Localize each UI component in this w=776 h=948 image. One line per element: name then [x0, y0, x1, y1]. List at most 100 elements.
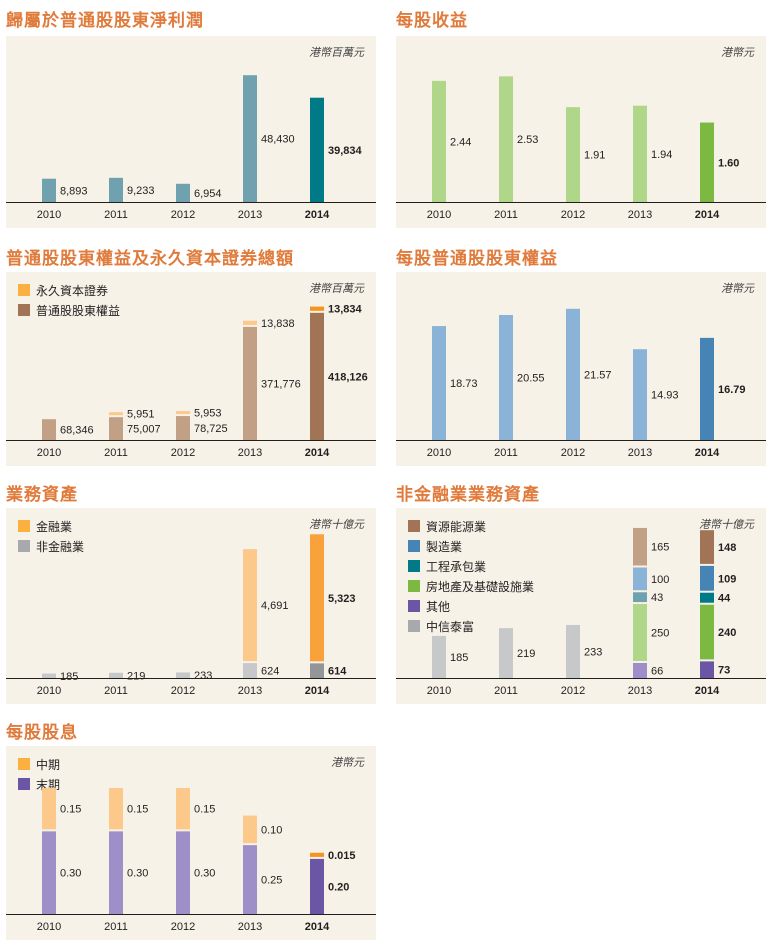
bar-segment [633, 662, 647, 678]
data-label: 219 [127, 670, 145, 682]
legend-swatch [18, 778, 30, 790]
data-label: 250 [651, 628, 669, 640]
bar-segment [109, 417, 123, 440]
bar-segment [310, 852, 324, 857]
chart-area: 港幣元 2.44 2010 2.53 2011 1.91 2012 1.94 2013 1.60… [396, 36, 766, 228]
data-label: 0.015 [328, 850, 356, 862]
bar-segment [176, 672, 190, 678]
bar-segment [566, 308, 580, 440]
data-label: 73 [718, 665, 730, 677]
bar-segment [243, 320, 257, 325]
data-label: 48,430 [261, 134, 295, 146]
x-tick-label: 2011 [104, 447, 128, 459]
chart-area: 港幣元 18.73 2010 20.55 2011 21.57 2012 14.93 2013… [396, 272, 766, 466]
x-tick-label: 2010 [37, 685, 61, 697]
bar-segment [310, 534, 324, 662]
legend-label: 非金融業 [36, 539, 85, 554]
data-label: 66 [651, 665, 663, 677]
equity-chart: 68,346 2010 75,007 5,951 2011 78,725 5,953 2012… [6, 304, 376, 459]
data-label: 6,954 [194, 188, 222, 200]
legend-item: 非金融業 [18, 536, 84, 556]
bar-segment [243, 549, 257, 662]
data-label: 14.93 [651, 390, 679, 402]
legend: 金融業 非金融業 [18, 516, 84, 556]
bar-segment [42, 831, 56, 914]
chart-area: 港幣百萬元 8,893 2010 9,233 2011 6,954 2012 48,430 2… [6, 36, 376, 228]
bar-segment [700, 661, 714, 678]
chart-area: 港幣十億元 資源能源業 製造業 工程承包業 房地產及基礎設施業 其他 中信泰富 … [396, 508, 766, 704]
data-label: 185 [60, 671, 78, 683]
x-tick-label: 2011 [104, 921, 128, 933]
legend-swatch [18, 758, 30, 770]
bar-segment [176, 831, 190, 914]
bar-segment [432, 635, 446, 678]
legend-label: 其他 [426, 599, 451, 614]
x-tick-label: 2011 [104, 685, 128, 697]
x-tick-label: 2014 [695, 209, 720, 221]
data-label: 0.30 [194, 868, 215, 880]
data-label: 624 [261, 666, 279, 678]
net-profit-panel: 歸屬於普通股股東淨利潤 港幣百萬元 8,893 2010 9,233 2011 6,95… [6, 6, 376, 228]
bar-segment [633, 592, 647, 603]
x-tick-label: 2012 [561, 685, 585, 697]
unit-label: 港幣百萬元 [309, 46, 364, 59]
chart-area: 港幣百萬元 永久資本證券 普通股股東權益 68,346 2010 75,007 5,9… [6, 272, 376, 466]
unit-label: 港幣元 [721, 46, 754, 59]
legend-item: 普通股股東權益 [18, 300, 120, 320]
bar-segment [700, 565, 714, 591]
x-tick-label: 2014 [305, 209, 330, 221]
business-assets-chart: 185 2010 219 2011 233 2012 624 4,691 2013 614 5,32… [6, 534, 376, 697]
bar-segment [700, 122, 714, 202]
data-label: 219 [517, 648, 535, 660]
bar-segment [42, 178, 56, 202]
data-label: 0.20 [328, 881, 349, 893]
chart-area: 港幣元 中期 末期 0.30 0.15 2010 0.30 0.15 2011 0.30 0.… [6, 746, 376, 940]
data-label: 0.30 [127, 868, 148, 880]
x-tick-label: 2010 [427, 685, 451, 697]
data-label: 233 [584, 646, 602, 658]
bar-segment [310, 858, 324, 914]
eps-chart: 2.44 2010 2.53 2011 1.91 2012 1.94 2013 1.60 2014 [396, 76, 766, 221]
legend-swatch [408, 580, 420, 592]
data-label: 109 [718, 573, 736, 585]
legend-label: 永久資本證券 [36, 283, 109, 298]
data-label: 371,776 [261, 378, 301, 390]
bar-segment [700, 604, 714, 660]
bar-segment [566, 107, 580, 202]
data-label: 0.15 [127, 804, 148, 816]
data-label: 13,834 [328, 304, 363, 316]
bar-segment [109, 177, 123, 202]
legend-label: 中信泰富 [426, 619, 475, 634]
eps-panel: 每股收益 港幣元 2.44 2010 2.53 2011 1.91 2012 1.94 201… [396, 6, 766, 228]
legend-label: 普通股股東權益 [36, 303, 121, 318]
x-tick-label: 2012 [561, 209, 585, 221]
bar-segment [499, 314, 513, 440]
data-label: 20.55 [517, 372, 545, 384]
legend-item: 金融業 [18, 516, 84, 536]
bar-segment [432, 326, 446, 440]
data-label: 43 [651, 592, 663, 604]
x-tick-label: 2011 [494, 447, 518, 459]
data-label: 1.60 [718, 157, 739, 169]
legend-swatch [408, 560, 420, 572]
data-label: 44 [718, 593, 731, 605]
bar-segment [243, 815, 257, 844]
x-tick-label: 2010 [37, 447, 61, 459]
x-tick-label: 2014 [695, 685, 720, 697]
x-tick-label: 2012 [171, 685, 195, 697]
x-tick-label: 2012 [171, 921, 195, 933]
net-profit-chart: 8,893 2010 9,233 2011 6,954 2012 48,430 2013 39,… [6, 75, 376, 221]
x-tick-label: 2012 [171, 447, 195, 459]
bar-segment [109, 672, 123, 678]
bar-segment [633, 527, 647, 566]
bar-segment [499, 628, 513, 678]
bar-segment [700, 592, 714, 603]
legend-swatch [408, 520, 420, 532]
data-label: 240 [718, 627, 736, 639]
legend-item: 永久資本證券 [18, 280, 120, 300]
data-label: 614 [328, 666, 347, 678]
x-tick-label: 2011 [104, 209, 128, 221]
legend-label: 金融業 [36, 519, 73, 534]
legend-swatch [408, 620, 420, 632]
data-label: 1.94 [651, 149, 672, 161]
